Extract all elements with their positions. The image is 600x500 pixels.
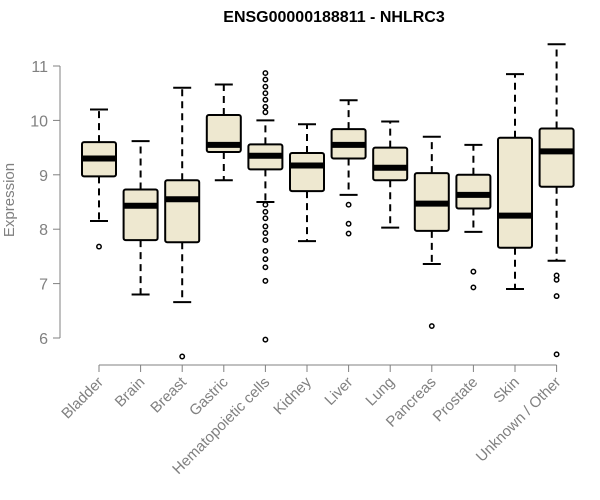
box-liver <box>330 99 367 237</box>
outlier-point <box>345 220 352 227</box>
box-pancreas <box>413 135 450 329</box>
outlier-point <box>470 268 477 275</box>
outlier-point <box>262 83 269 90</box>
outlier-point <box>262 201 269 208</box>
box-brain <box>122 140 159 296</box>
iqr-box <box>164 179 201 244</box>
box-prostate <box>455 143 492 291</box>
y-tick-label: 9 <box>39 168 48 185</box>
x-tick-label: Brain <box>112 374 149 411</box>
iqr-box <box>122 188 159 242</box>
box-bladder <box>81 108 117 250</box>
iqr-box <box>455 173 492 210</box>
box-kidney <box>289 123 325 243</box>
outlier-point <box>262 70 269 77</box>
outlier-point <box>262 223 269 230</box>
iqr-box <box>372 146 409 182</box>
box-hematopoietic-cells <box>247 70 284 343</box>
y-tick-label: 6 <box>39 331 48 348</box>
outlier-point <box>345 201 352 208</box>
outlier-point <box>262 277 269 284</box>
outlier-point <box>179 353 186 360</box>
iqr-box <box>538 127 575 188</box>
box-lung <box>372 120 409 229</box>
outlier-point <box>262 208 269 215</box>
outlier-point <box>262 264 269 271</box>
outlier-point <box>262 248 269 254</box>
outlier-point <box>262 256 269 263</box>
outlier-point <box>262 336 269 343</box>
y-tick-label: 10 <box>30 113 48 130</box>
outlier-point <box>553 293 560 300</box>
outlier-point <box>262 76 269 83</box>
y-axis: 6 7 8 9 10 11 <box>30 59 61 348</box>
x-tick-label: Skin <box>490 374 523 407</box>
x-tick-label: Lung <box>362 374 398 410</box>
chart-title: ENSG00000188811 - NHLRC3 <box>223 9 445 26</box>
iqr-box <box>497 136 533 249</box>
outlier-point <box>470 284 477 291</box>
iqr-box <box>289 152 325 193</box>
y-tick-label: 8 <box>39 222 48 239</box>
y-axis-label: Expression <box>1 163 18 237</box>
outlier-point <box>262 90 269 97</box>
box-breast <box>164 86 201 360</box>
y-tick-label: 11 <box>31 59 48 76</box>
outlier-point <box>553 351 560 358</box>
outlier-point <box>96 243 102 250</box>
box-gastric <box>205 83 242 182</box>
y-tick-label: 7 <box>39 277 48 294</box>
x-tick-label: Liver <box>321 374 356 409</box>
box-unknown-other <box>538 43 575 358</box>
outlier-point <box>553 276 560 283</box>
x-tick-label: Kidney <box>270 373 315 418</box>
outlier-point <box>262 96 269 103</box>
outlier-point <box>262 230 269 236</box>
outlier-point <box>262 109 269 116</box>
outlier-point <box>262 103 269 110</box>
x-tick-label: Bladder <box>58 374 107 423</box>
outlier-point <box>428 323 435 329</box>
outlier-point <box>262 237 269 244</box>
outlier-point <box>345 230 352 237</box>
boxes-group <box>81 43 575 360</box>
x-tick-label: Prostate <box>430 374 482 426</box>
outlier-point <box>262 215 269 222</box>
box-skin <box>497 73 533 291</box>
x-tick-label: Breast <box>147 373 190 416</box>
